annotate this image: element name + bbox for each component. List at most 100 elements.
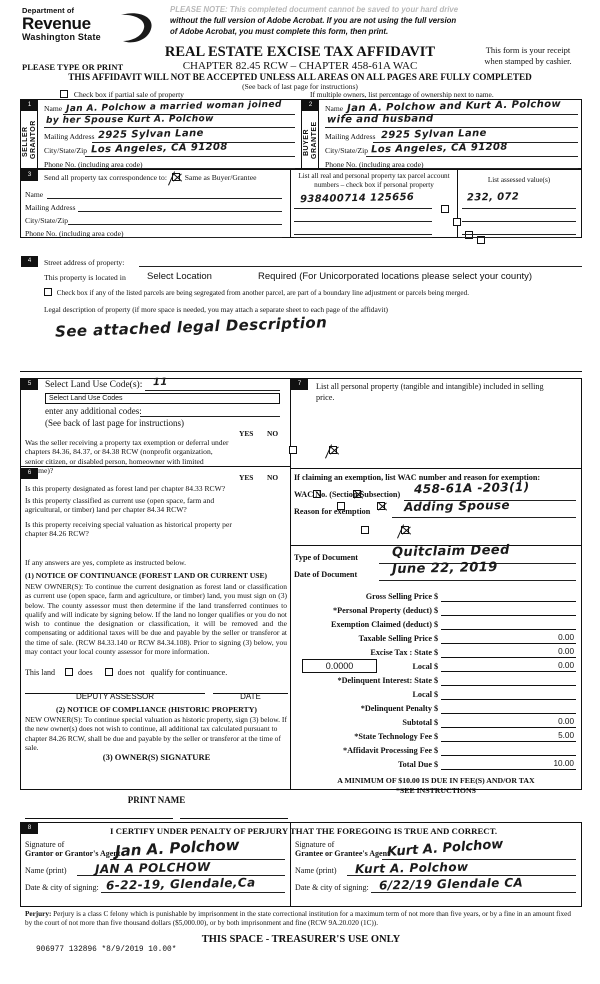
money-input-3[interactable] — [441, 634, 576, 644]
this-land-row[interactable]: This land does does not qualify for cont… — [25, 668, 227, 677]
parcel-input-1[interactable] — [294, 212, 432, 222]
correspondence-send-row[interactable]: Send all property tax correspondence to:… — [44, 171, 256, 186]
grantor-date-input[interactable]: 6-22-19, Glendale,Ca — [101, 875, 285, 893]
buyer-name-input[interactable]: Jan A. Polchow and Kurt A. Polchow — [344, 99, 578, 115]
money-input-11[interactable] — [441, 746, 576, 756]
grantee-date-label: Date & city of signing: — [295, 883, 369, 892]
completion-notice: THIS AFFIDAVIT WILL NOT BE ACCEPTED UNLE… — [68, 72, 532, 82]
parcel-input-2[interactable] — [294, 225, 432, 235]
personal-property-input[interactable] — [300, 406, 575, 464]
segregation-row[interactable]: Check box if any of the listed parcels a… — [44, 288, 469, 297]
parcel-header-line2: numbers – check box if personal property — [314, 181, 434, 189]
assessed-input-0[interactable]: 232, 072 — [462, 191, 576, 209]
money-input-5[interactable] — [441, 662, 576, 672]
grantor-name-label: Name (print) — [25, 866, 67, 875]
instructions-note: (See back of last page for instructions) — [242, 82, 358, 91]
money-input-12[interactable] — [441, 760, 576, 770]
money-input-9[interactable] — [441, 718, 576, 728]
money-label-2: Exemption Claimed (deduct) — [331, 620, 432, 629]
seller-mailing-input[interactable]: 2925 Sylvan Lane — [92, 128, 295, 143]
designation-1-yes-checkbox[interactable] — [337, 502, 345, 510]
designation-0-no-checkbox[interactable] — [353, 490, 361, 498]
reason-exemption-input[interactable]: Adding Spouse — [392, 498, 576, 518]
parcel-personal-checkbox-2[interactable] — [465, 231, 473, 239]
owner-date-line-1[interactable] — [180, 786, 288, 790]
money-input-8[interactable] — [441, 704, 576, 714]
grantee-date-input[interactable]: 6/22/19 Glendale CA — [371, 875, 576, 893]
money-label-5: Local — [412, 662, 432, 671]
grantor-signature-input[interactable]: Jan A. Polchow — [110, 836, 285, 860]
grantee-name-input[interactable]: Kurt A. Polchow — [347, 860, 576, 876]
partial-sale-checkbox[interactable] — [60, 90, 68, 98]
seller-exemption-yes-checkbox[interactable] — [289, 446, 297, 454]
money-value-9: 0.00 — [558, 717, 574, 726]
segregation-checkbox[interactable] — [44, 288, 52, 296]
type-of-document-input[interactable]: Quitclaim Deed — [379, 543, 576, 564]
money-input-2[interactable] — [441, 620, 576, 630]
does-not-qualify-checkbox[interactable] — [104, 668, 113, 676]
does-qualify-checkbox[interactable] — [65, 668, 73, 676]
parcel-input-0[interactable]: 938400714 125656 — [294, 192, 432, 209]
money-label-3: Taxable Selling Price — [358, 634, 432, 643]
seller-name-input[interactable]: Jan A. Polchow a married woman joined — [63, 100, 295, 115]
owner-signature-line-1[interactable] — [25, 786, 173, 790]
designation-1-no-checkbox[interactable] — [377, 502, 385, 510]
grantee-signature-input[interactable]: Kurt A. Polchow — [382, 837, 576, 860]
street-address-input[interactable] — [139, 257, 582, 267]
local-rate-box[interactable]: 0.0000 — [302, 659, 377, 673]
deputy-assessor-sign-line[interactable] — [25, 688, 205, 694]
assessed-input-1[interactable] — [462, 212, 576, 222]
legal-desc-input[interactable]: See attached legal Description — [55, 313, 505, 363]
date-of-document-input[interactable]: June 22, 2019 — [379, 560, 576, 581]
money-input-0[interactable] — [441, 592, 576, 602]
designation-2-no-checkbox[interactable] — [397, 524, 409, 539]
same-as-buyer-checkbox[interactable] — [167, 171, 180, 186]
assessed-input-3[interactable] — [462, 236, 576, 238]
seller-exemption-no-checkbox[interactable] — [325, 444, 337, 459]
dollar-sign-9: $ — [434, 718, 439, 727]
parcel-personal-checkbox-0[interactable] — [441, 205, 449, 213]
seller-phone-input[interactable] — [140, 159, 295, 169]
buyer-phone-input[interactable] — [421, 159, 578, 169]
money-input-7[interactable] — [441, 690, 576, 700]
wac-number-input[interactable]: 458-61A -203(1) — [404, 480, 576, 501]
designation-0-yes-checkbox[interactable] — [313, 490, 321, 498]
buyer-citystatezip-input[interactable]: Los Angeles, CA 91208 — [366, 142, 578, 157]
parcel-input-3[interactable] — [294, 236, 432, 238]
landuse-yes-header: YES — [239, 429, 254, 438]
partial-sale-row[interactable]: Check box if partial sale of property — [60, 90, 184, 99]
correspondence-phone-input[interactable] — [123, 228, 282, 238]
buyer-mailing-input[interactable]: 2925 Sylvan Lane — [373, 128, 578, 143]
money-input-1[interactable] — [441, 606, 576, 616]
seller-citystatezip-input[interactable]: Los Angeles, CA 91208 — [85, 142, 295, 157]
money-input-10[interactable] — [441, 732, 576, 742]
grantor-name-input[interactable]: JAN A POLCHOW — [77, 860, 285, 876]
seller-name-input-line2[interactable]: by her Spouse Kurt A. Polchow — [44, 114, 295, 128]
assessed-input-2[interactable] — [462, 225, 576, 235]
land-use-select-input[interactable]: 11 — [145, 377, 280, 391]
parcel-personal-checkbox-1[interactable] — [453, 218, 461, 226]
owner-date-line-2[interactable] — [180, 815, 288, 819]
location-select[interactable]: Select Location — [147, 271, 212, 282]
grantor-sig-label-line2: Grantor or Grantor's Agent — [25, 849, 121, 858]
money-label-1: *Personal Property (deduct) — [333, 606, 432, 615]
seller-side-label-bottom: GRANTOR — [30, 120, 37, 160]
if-yes-note: If any answers are yes, complete as inst… — [25, 558, 187, 567]
correspondence-mailing-input[interactable] — [78, 202, 282, 212]
money-input-6[interactable] — [441, 676, 576, 686]
additional-codes-input[interactable] — [140, 406, 280, 417]
correspondence-citystatezip-input[interactable] — [68, 215, 282, 225]
deputy-assessor-label: DEPUTY ASSESSOR — [75, 692, 155, 701]
buyer-name-input-line2[interactable]: wife and husband — [325, 113, 578, 128]
correspondence-name-input[interactable] — [47, 189, 282, 199]
assessor-date-line[interactable] — [213, 688, 288, 694]
designation-2-yes-checkbox[interactable] — [361, 526, 369, 534]
money-input-4[interactable] — [441, 648, 576, 658]
dollar-sign-6: $ — [434, 676, 439, 685]
parcel-personal-checkbox-3[interactable] — [477, 236, 485, 244]
chapter-subtitle: CHAPTER 82.45 RCW – CHAPTER 458-61A WAC — [182, 60, 418, 72]
type-or-print-label: PLEASE TYPE OR PRINT — [22, 62, 124, 72]
owner-signature-line-2[interactable] — [25, 815, 173, 819]
buyer-side-label-bottom: GRANTEE — [311, 121, 318, 159]
land-use-dropdown[interactable]: Select Land Use Codes — [45, 393, 280, 404]
